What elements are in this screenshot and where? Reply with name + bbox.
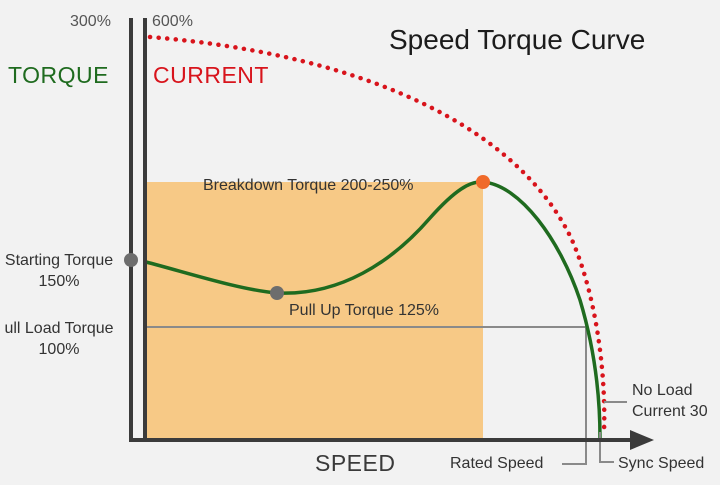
rated-speed-leader xyxy=(562,327,587,465)
current-axis-label: CURRENT xyxy=(153,62,269,88)
breakdown-torque-point xyxy=(476,175,490,189)
operating-region xyxy=(146,182,483,440)
no-load-current-title: No Load xyxy=(632,382,693,399)
full-load-torque-title: ull Load Torque xyxy=(4,320,114,337)
current-curve xyxy=(147,34,607,435)
no-load-current-label: No Load Current 30 xyxy=(632,380,708,422)
torque-max-label: 300% xyxy=(70,13,111,30)
starting-torque-value: 150% xyxy=(38,273,80,290)
starting-torque-point xyxy=(124,253,138,267)
speed-axis-arrowhead xyxy=(630,430,654,450)
no-load-current-value: Current 30 xyxy=(632,403,708,420)
current-max-label: 600% xyxy=(152,13,193,30)
speed-axis-label: SPEED xyxy=(315,450,396,476)
pull-up-torque-label: Pull Up Torque 125% xyxy=(289,302,440,319)
sync-speed-label: Sync Speed xyxy=(618,455,705,472)
torque-curve xyxy=(145,180,602,439)
pull-up-torque-point xyxy=(270,286,284,300)
full-load-torque-label: ull Load Torque 100% xyxy=(0,318,122,360)
starting-torque-label: Starting Torque 150% xyxy=(0,250,124,292)
torque-axis-label: TORQUE xyxy=(8,62,109,88)
full-load-torque-value: 100% xyxy=(38,341,80,358)
breakdown-torque-label: Breakdown Torque 200-250% xyxy=(203,177,414,194)
diagram-title: Speed Torque Curve xyxy=(389,24,646,55)
rated-speed-label: Rated Speed xyxy=(450,455,544,472)
sync-speed-leader xyxy=(599,432,614,463)
starting-torque-title: Starting Torque xyxy=(4,252,114,269)
